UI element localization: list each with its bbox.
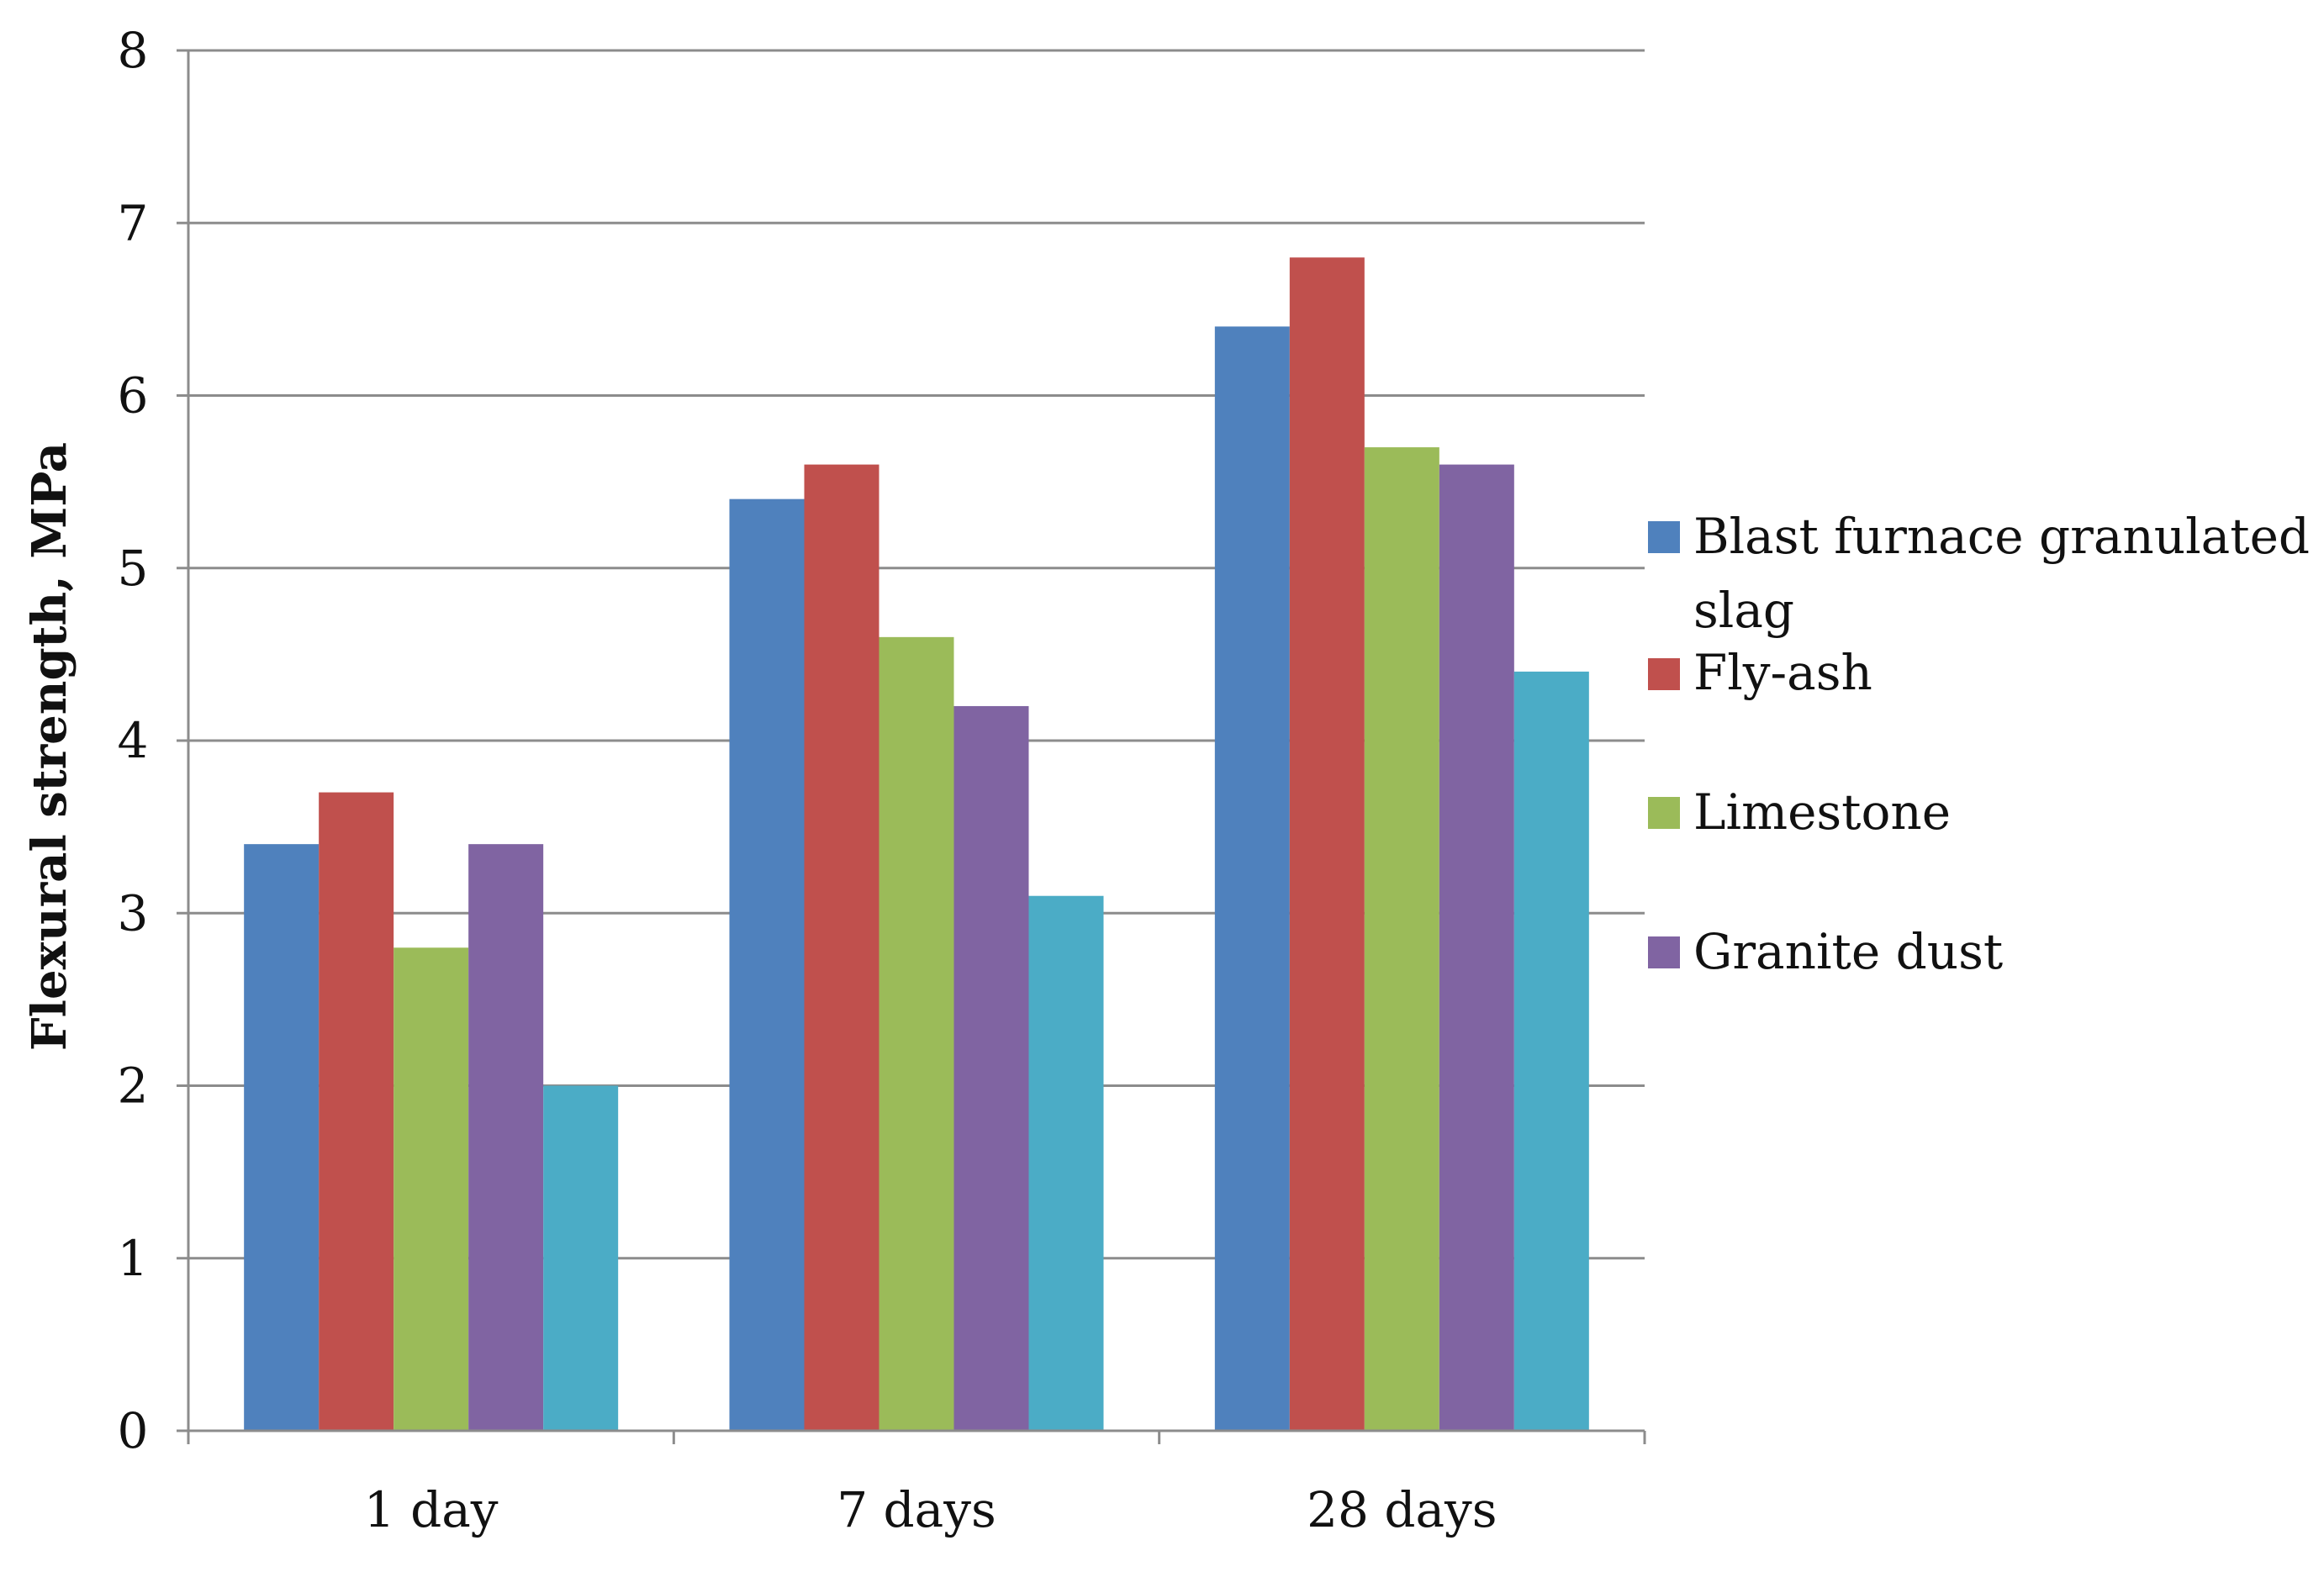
bar-limestone-1-day [393,947,469,1431]
bar-blast-furnace-granulated-slag-1-day [244,844,320,1431]
legend-label: Blast furnace granulated [1693,508,2310,565]
y-tick-label: 4 [118,712,149,769]
bar-granite-dust-7-days [953,705,1029,1431]
y-tick-labels: 0 1 2 3 4 5 6 7 8 [118,22,149,1459]
bar-fly-ash-28-days [1289,257,1365,1431]
bar-fly-ash-1-day [319,792,394,1431]
y-tick-label: 1 [118,1230,149,1287]
bar-limestone-28-days [1364,447,1439,1432]
legend-label: Granite dust [1693,923,2003,980]
x-tick-label: 28 days [1307,1481,1497,1538]
x-tick-labels: 1 day 7 days 28 days [364,1481,1497,1538]
bar-blast-furnace-granulated-slag-7-days [729,499,805,1431]
legend-swatch [1648,797,1680,829]
x-tick-label: 7 days [837,1481,996,1538]
bar-granite-dust-28-days [1439,464,1514,1431]
bar-series-5-1-day [543,1085,619,1431]
y-tick-label: 2 [118,1058,149,1115]
legend-swatch [1648,936,1680,968]
bar-series-5-28-days [1513,671,1589,1431]
y-tick-label: 3 [118,884,149,942]
y-tick-label: 8 [118,22,149,79]
legend-swatch [1648,521,1680,553]
bar-granite-dust-1-day [468,844,544,1431]
bar-limestone-7-days [879,636,954,1431]
y-axis-title: Flexural strength, MPa [22,442,77,1051]
bars [244,257,1589,1432]
legend-label: Fly-ash [1693,644,1872,701]
y-tick-label: 5 [118,540,149,597]
y-tick-label: 6 [118,367,149,425]
legend-swatch [1648,658,1680,690]
legend-label: Limestone [1693,783,1951,841]
bar-fly-ash-7-days [804,464,879,1431]
axes [187,50,1645,1432]
y-tick-label: 7 [118,194,149,251]
y-tick-label: 0 [118,1402,149,1459]
x-tick-label: 1 day [364,1481,499,1538]
bar-series-5-7-days [1028,895,1104,1431]
bar-blast-furnace-granulated-slag-28-days [1214,326,1290,1431]
legend-label: slag [1693,582,1794,639]
